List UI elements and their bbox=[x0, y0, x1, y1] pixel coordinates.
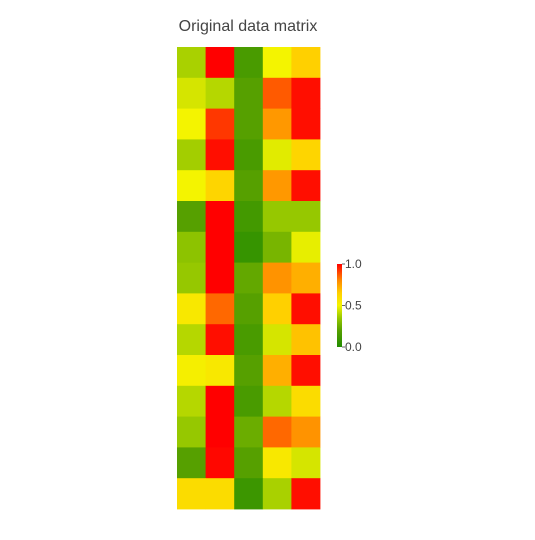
heatmap-cell-r12-c1 bbox=[177, 386, 206, 417]
heatmap-cell-r8-c5 bbox=[291, 263, 320, 294]
heatmap-cell-r3-c2 bbox=[206, 109, 235, 140]
heatmap-cell-r12-c2 bbox=[206, 386, 235, 417]
heatmap-cell-r6-c3 bbox=[234, 201, 263, 232]
heatmap-cell-r7-c2 bbox=[206, 232, 235, 263]
heatmap-cell-r13-c2 bbox=[206, 417, 235, 448]
heatmap-cell-r13-c3 bbox=[234, 417, 263, 448]
heatmap-cell-r10-c5 bbox=[291, 324, 320, 355]
colorbar-gradient-bar bbox=[337, 264, 342, 347]
heatmap-cell-r4-c3 bbox=[234, 139, 263, 170]
heatmap-cell-r4-c5 bbox=[291, 139, 320, 170]
heatmap-cell-r15-c1 bbox=[177, 478, 206, 509]
heatmap-cell-r7-c5 bbox=[291, 232, 320, 263]
colorbar-tick-label: 1.0 bbox=[345, 257, 362, 271]
heatmap-cell-r15-c4 bbox=[263, 478, 292, 509]
heatmap-cell-r9-c2 bbox=[206, 293, 235, 324]
heatmap-cell-r8-c1 bbox=[177, 263, 206, 294]
heatmap-cell-r6-c1 bbox=[177, 201, 206, 232]
heatmap-cell-r14-c1 bbox=[177, 447, 206, 478]
heatmap-cell-r8-c3 bbox=[234, 263, 263, 294]
heatmap-cell-r15-c5 bbox=[291, 478, 320, 509]
heatmap-cell-r2-c3 bbox=[234, 78, 263, 109]
heatmap-cell-r8-c2 bbox=[206, 263, 235, 294]
heatmap-cell-r14-c2 bbox=[206, 447, 235, 478]
heatmap-cell-r1-c1 bbox=[177, 47, 206, 78]
heatmap-cell-r15-c3 bbox=[234, 478, 263, 509]
heatmap-cell-r4-c2 bbox=[206, 139, 235, 170]
heatmap-cell-r11-c2 bbox=[206, 355, 235, 386]
heatmap-cell-r9-c1 bbox=[177, 293, 206, 324]
heatmap-cell-r7-c1 bbox=[177, 232, 206, 263]
heatmap-cells bbox=[177, 47, 320, 509]
heatmap-cell-r11-c1 bbox=[177, 355, 206, 386]
colorbar-tick-label: 0.5 bbox=[345, 299, 362, 313]
heatmap-cell-r8-c4 bbox=[263, 263, 292, 294]
heatmap-cell-r13-c4 bbox=[263, 417, 292, 448]
heatmap-cell-r12-c5 bbox=[291, 386, 320, 417]
heatmap-cell-r14-c4 bbox=[263, 447, 292, 478]
heatmap-cell-r6-c5 bbox=[291, 201, 320, 232]
heatmap-cell-r2-c5 bbox=[291, 78, 320, 109]
heatmap-cell-r15-c2 bbox=[206, 478, 235, 509]
heatmap-cell-r7-c4 bbox=[263, 232, 292, 263]
heatmap-cell-r1-c5 bbox=[291, 47, 320, 78]
heatmap-cell-r9-c4 bbox=[263, 293, 292, 324]
heatmap-cell-r12-c4 bbox=[263, 386, 292, 417]
heatmap-cell-r11-c3 bbox=[234, 355, 263, 386]
heatmap-cell-r5-c2 bbox=[206, 170, 235, 201]
heatmap-cell-r4-c1 bbox=[177, 139, 206, 170]
heatmap-cell-r2-c4 bbox=[263, 78, 292, 109]
heatmap-cell-r1-c4 bbox=[263, 47, 292, 78]
heatmap-cell-r2-c2 bbox=[206, 78, 235, 109]
heatmap-cell-r5-c5 bbox=[291, 170, 320, 201]
heatmap-cell-r10-c4 bbox=[263, 324, 292, 355]
heatmap-cell-r5-c4 bbox=[263, 170, 292, 201]
heatmap-cell-r10-c1 bbox=[177, 324, 206, 355]
heatmap-cell-r13-c5 bbox=[291, 417, 320, 448]
heatmap-cell-r6-c2 bbox=[206, 201, 235, 232]
colorbar-tick-label: 0.0 bbox=[345, 340, 362, 354]
heatmap-cell-r2-c1 bbox=[177, 78, 206, 109]
chart-title: Original data matrix bbox=[179, 18, 318, 35]
heatmap-cell-r14-c5 bbox=[291, 447, 320, 478]
heatmap-cell-r7-c3 bbox=[234, 232, 263, 263]
heatmap-cell-r3-c4 bbox=[263, 109, 292, 140]
heatmap-cell-r6-c4 bbox=[263, 201, 292, 232]
heatmap-cell-r5-c1 bbox=[177, 170, 206, 201]
heatmap-cell-r10-c2 bbox=[206, 324, 235, 355]
heatmap-cell-r1-c3 bbox=[234, 47, 263, 78]
heatmap-cell-r11-c5 bbox=[291, 355, 320, 386]
heatmap-cell-r14-c3 bbox=[234, 447, 263, 478]
heatmap-cell-r9-c5 bbox=[291, 293, 320, 324]
heatmap-cell-r10-c3 bbox=[234, 324, 263, 355]
heatmap-cell-r12-c3 bbox=[234, 386, 263, 417]
heatmap-cell-r13-c1 bbox=[177, 417, 206, 448]
heatmap-cell-r9-c3 bbox=[234, 293, 263, 324]
heatmap-cell-r4-c4 bbox=[263, 139, 292, 170]
heatmap-cell-r3-c3 bbox=[234, 109, 263, 140]
heatmap-cell-r3-c5 bbox=[291, 109, 320, 140]
heatmap-cell-r5-c3 bbox=[234, 170, 263, 201]
heatmap-cell-r11-c4 bbox=[263, 355, 292, 386]
heatmap-cell-r1-c2 bbox=[206, 47, 235, 78]
heatmap-cell-r3-c1 bbox=[177, 109, 206, 140]
